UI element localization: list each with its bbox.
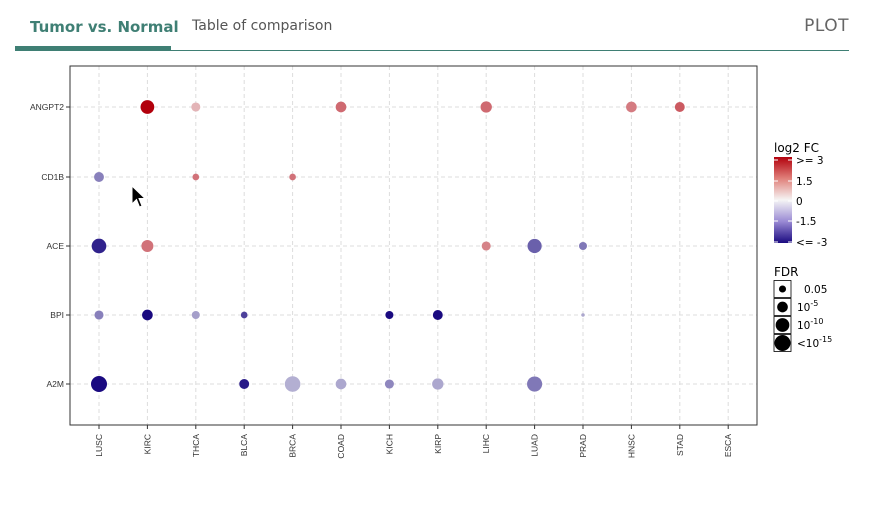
x-tick-label: ESCA — [723, 434, 733, 457]
x-tick-label: HNSC — [626, 434, 636, 458]
bubble-point — [141, 240, 154, 252]
bubble-point — [385, 311, 394, 319]
y-tick-label: BPI — [50, 310, 64, 320]
x-tick-label: BRCA — [288, 434, 298, 458]
color-legend-label: 0 — [796, 196, 803, 208]
bubble-point — [191, 311, 200, 319]
size-legend-title: FDR — [774, 265, 798, 279]
tab-tumor-vs-normal[interactable]: Tumor vs. Normal — [30, 18, 179, 36]
bubble-point — [284, 376, 301, 392]
x-tick-label: STAD — [675, 434, 685, 456]
grid — [70, 66, 757, 425]
x-tick-label: KICH — [384, 434, 394, 454]
size-legend-label: 0.05 — [804, 284, 827, 296]
size-legend-dot — [777, 301, 788, 313]
x-axis-ticks: LUSC KIRC THCA BLCA BRCA COAD KICH KIRP LIHC LUAD… — [94, 425, 733, 459]
bubble-point — [335, 101, 347, 113]
color-legend-label: -1.5 — [796, 216, 817, 228]
bubble-point — [140, 100, 155, 114]
x-tick-label: LIHC — [481, 434, 491, 453]
bubble-point — [240, 311, 248, 319]
mouse-cursor-icon — [131, 185, 147, 208]
x-tick-label: PRAD — [578, 434, 588, 458]
color-legend-label: <= -3 — [796, 237, 827, 249]
bubble-point — [481, 241, 491, 251]
color-legend-bar — [774, 157, 792, 243]
bubble-point — [191, 102, 201, 112]
color-legend: log2 FC >= 3 1.5 0 -1.5 <= -3 — [774, 141, 827, 249]
x-tick-label: LUAD — [530, 434, 540, 457]
size-legend-dot — [774, 335, 791, 351]
size-legend-label: <10-15 — [797, 335, 832, 350]
tab-bar: Tumor vs. Normal Table of comparison PLO… — [15, 0, 849, 51]
y-tick-label: ANGPT2 — [30, 102, 64, 112]
color-legend-label: 1.5 — [796, 176, 813, 188]
data-points — [91, 100, 685, 392]
bubble-point — [335, 378, 347, 390]
bubble-point — [674, 102, 685, 112]
color-legend-title: log2 FC — [774, 141, 819, 155]
size-legend: FDR 0.05 10-5 10-10 <10-15 — [773, 265, 832, 352]
bubble-point — [142, 309, 153, 321]
size-legend-dot — [775, 318, 790, 332]
y-tick-label: ACE — [47, 241, 65, 251]
bubble-point — [91, 238, 107, 254]
color-legend-label: >= 3 — [796, 155, 824, 167]
x-tick-label: COAD — [336, 434, 346, 459]
y-axis-ticks: ANGPT2 CD1B ACE BPI A2M — [30, 102, 70, 389]
size-legend-dot — [778, 285, 787, 293]
bubble-point — [384, 379, 394, 389]
bubble-point — [192, 173, 200, 181]
bubble-point — [626, 101, 637, 113]
x-tick-label: BLCA — [239, 434, 249, 457]
bubble-point — [480, 101, 492, 113]
bubble-point — [239, 379, 250, 389]
bubble-point — [94, 172, 104, 182]
plot-title: PLOT — [804, 16, 849, 36]
bubble-point — [289, 173, 296, 181]
bubble-point — [527, 238, 542, 254]
active-tab-indicator — [15, 46, 171, 50]
x-tick-label: LUSC — [94, 434, 104, 457]
y-tick-label: CD1B — [41, 172, 64, 182]
y-tick-label: A2M — [47, 379, 64, 389]
bubble-point — [432, 310, 443, 320]
size-legend-label: 10-10 — [797, 317, 823, 332]
size-legend-label: 10-5 — [797, 299, 818, 314]
bubble-point — [432, 378, 444, 390]
bubble-point — [91, 376, 107, 392]
bubble-point — [94, 310, 104, 320]
x-tick-label: KIRP — [433, 434, 443, 454]
x-tick-label: KIRC — [142, 434, 152, 454]
tab-table-of-comparison[interactable]: Table of comparison — [192, 18, 333, 34]
bubble-point — [579, 242, 587, 250]
x-tick-label: THCA — [191, 434, 201, 457]
bubble-point — [581, 313, 585, 317]
bubble-point — [527, 376, 543, 392]
